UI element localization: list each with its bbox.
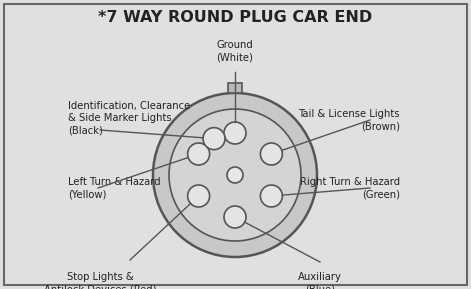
Text: Ground
(White): Ground (White): [217, 40, 253, 62]
Text: Identification, Clearance
& Side Marker Lights
(Black): Identification, Clearance & Side Marker …: [68, 101, 190, 136]
Circle shape: [169, 109, 301, 241]
Circle shape: [224, 122, 246, 144]
Text: Tail & License Lights
(Brown): Tail & License Lights (Brown): [299, 109, 400, 131]
Circle shape: [224, 206, 246, 228]
Text: Stop Lights &
Antilock Devices (Red): Stop Lights & Antilock Devices (Red): [44, 272, 156, 289]
Text: Right Turn & Hazard
(Green): Right Turn & Hazard (Green): [300, 177, 400, 199]
Circle shape: [203, 128, 225, 150]
Circle shape: [187, 143, 210, 165]
Text: Left Turn & Hazard
(Yellow): Left Turn & Hazard (Yellow): [68, 177, 161, 199]
Circle shape: [260, 185, 283, 207]
Text: Auxiliary
(Blue): Auxiliary (Blue): [298, 272, 342, 289]
Circle shape: [227, 167, 243, 183]
Bar: [228, 83, 242, 93]
Circle shape: [260, 143, 283, 165]
Text: *7 WAY ROUND PLUG CAR END: *7 WAY ROUND PLUG CAR END: [98, 10, 373, 25]
Circle shape: [153, 93, 317, 257]
Circle shape: [187, 185, 210, 207]
